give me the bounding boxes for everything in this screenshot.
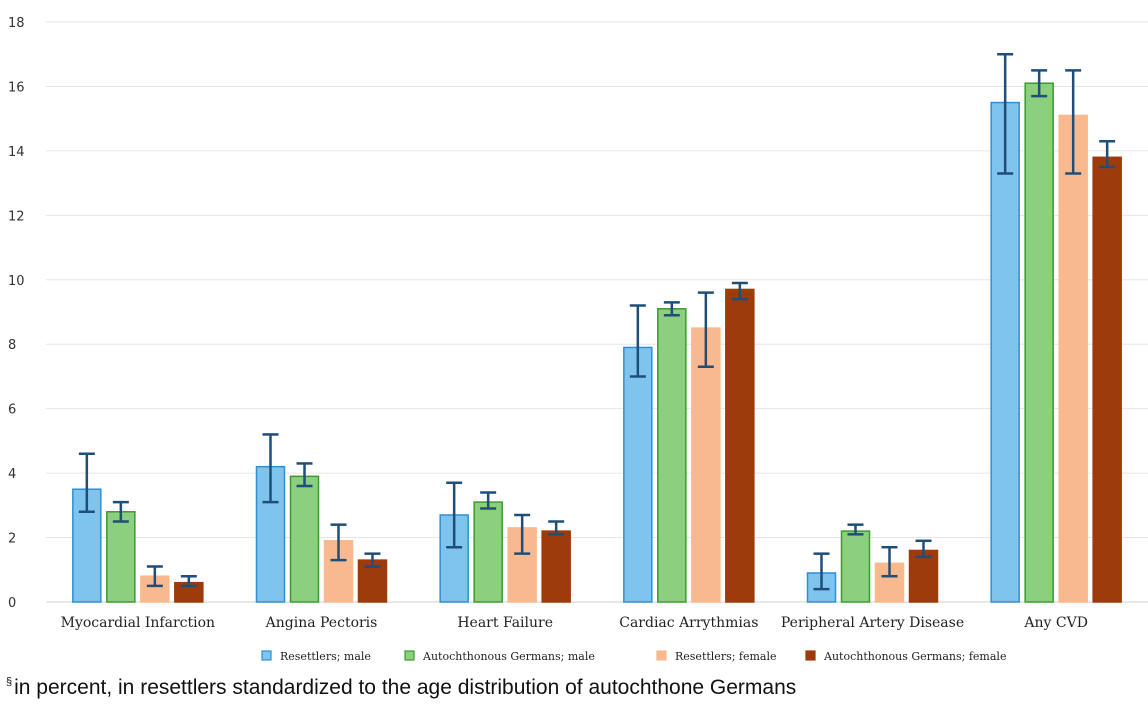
bar bbox=[691, 327, 721, 603]
category-label: Any CVD bbox=[1023, 615, 1088, 631]
bar bbox=[840, 530, 871, 603]
bars bbox=[72, 82, 1122, 603]
bar-chart: 0 2 4 6 8 10 12 14 16 18 Myocardial Infarction Ang… bbox=[8, 16, 1148, 663]
footnote-marker: § bbox=[6, 676, 13, 688]
y-tick-label: 0 bbox=[8, 596, 16, 611]
legend-swatch bbox=[404, 650, 415, 661]
bar bbox=[289, 475, 320, 603]
y-axis-ticks: 0 2 4 6 8 10 12 14 16 18 bbox=[8, 16, 25, 611]
bar bbox=[473, 501, 503, 603]
bar bbox=[725, 288, 755, 603]
bar bbox=[657, 308, 687, 603]
bar bbox=[908, 549, 939, 603]
bar bbox=[990, 101, 1020, 603]
y-tick-label: 4 bbox=[8, 467, 16, 482]
legend-swatch bbox=[805, 650, 816, 661]
x-axis-categories: Myocardial Infarction Angina Pectoris Hear… bbox=[61, 615, 1088, 631]
category-label: Angina Pectoris bbox=[265, 615, 378, 631]
category-label: Myocardial Infarction bbox=[61, 615, 215, 631]
legend-label: Resettlers; male bbox=[280, 650, 371, 663]
y-tick-label: 18 bbox=[8, 16, 25, 31]
bar bbox=[623, 346, 653, 603]
bar bbox=[541, 530, 571, 603]
y-tick-label: 10 bbox=[8, 274, 25, 289]
legend-label: Autochthonous Germans; male bbox=[422, 650, 595, 663]
category-label: Cardiac Arrythmias bbox=[619, 615, 758, 631]
footnote: §in percent, in resettlers standardized … bbox=[6, 676, 796, 700]
y-tick-label: 2 bbox=[8, 532, 16, 547]
legend-label: Autochthonous Germans; female bbox=[823, 650, 1006, 663]
legend-label: Resettlers; female bbox=[675, 650, 777, 663]
grid-lines bbox=[46, 21, 1148, 603]
bar bbox=[439, 514, 469, 603]
footnote-text: in percent, in resettlers standardized t… bbox=[14, 676, 797, 699]
y-tick-label: 14 bbox=[8, 145, 25, 160]
bar bbox=[1092, 156, 1122, 603]
y-tick-label: 12 bbox=[8, 209, 25, 224]
y-tick-label: 8 bbox=[8, 338, 16, 353]
y-tick-label: 6 bbox=[8, 403, 16, 418]
bar bbox=[1058, 114, 1088, 603]
legend-swatch bbox=[261, 650, 272, 661]
bar bbox=[106, 511, 136, 603]
category-label: Heart Failure bbox=[457, 615, 553, 631]
bar bbox=[1024, 82, 1054, 603]
y-tick-label: 16 bbox=[8, 80, 25, 95]
category-label: Peripheral Artery Disease bbox=[781, 615, 964, 631]
legend: Resettlers; male Autochthonous Germans; m… bbox=[261, 650, 1006, 663]
error-bars bbox=[78, 52, 1116, 591]
legend-swatch bbox=[656, 650, 667, 661]
